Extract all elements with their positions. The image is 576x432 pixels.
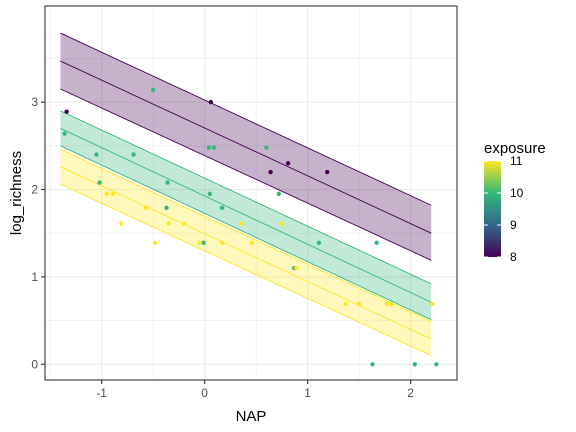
data-point xyxy=(119,221,124,226)
data-point xyxy=(249,240,255,246)
data-point xyxy=(268,169,273,175)
x-tick-label: 1 xyxy=(304,386,311,400)
x-tick-label: 2 xyxy=(407,386,414,400)
lower-line-exposure-10 xyxy=(60,145,432,321)
data-point xyxy=(285,161,291,166)
y-tick-label: 3 xyxy=(31,95,38,109)
data-point xyxy=(201,240,206,246)
data-point xyxy=(150,87,156,93)
y-axis-title: log_richness xyxy=(8,151,25,235)
data-point xyxy=(206,145,211,150)
legend-title: exposure xyxy=(484,140,546,157)
fit-lines xyxy=(60,32,432,356)
y-tick-label: 1 xyxy=(31,270,38,284)
data-point xyxy=(97,180,102,185)
data-point xyxy=(207,191,212,197)
data-point xyxy=(384,301,390,307)
data-point xyxy=(94,152,99,157)
fit-line-exposure-8 xyxy=(60,60,432,234)
legend-break-label: 10 xyxy=(510,186,524,200)
upper-line-exposure-11 xyxy=(60,148,432,322)
data-point xyxy=(143,205,149,211)
data-point xyxy=(412,362,417,367)
x-tick-label: 0 xyxy=(201,386,208,400)
data-point xyxy=(276,191,282,197)
data-point xyxy=(434,362,439,367)
data-point xyxy=(165,180,170,185)
data-point xyxy=(356,301,362,307)
fit-line-exposure-11 xyxy=(60,166,432,340)
data-point xyxy=(164,205,169,211)
x-tick-label: -1 xyxy=(96,386,107,400)
x-axis-title: NAP xyxy=(236,408,267,425)
data-point xyxy=(430,301,435,307)
data-point xyxy=(264,145,269,150)
legend-break-label: 8 xyxy=(510,250,517,264)
legend-ticks: 8 9 10 11 xyxy=(484,154,524,264)
data-point xyxy=(374,240,379,246)
upper-line-exposure-8 xyxy=(60,32,432,206)
data-point xyxy=(316,240,322,246)
data-point xyxy=(388,301,394,307)
data-point xyxy=(110,191,116,197)
legend-break-label: 9 xyxy=(510,218,517,232)
plot-panel-border xyxy=(44,5,458,381)
data-point xyxy=(166,221,171,226)
data-point xyxy=(64,109,69,114)
data-point xyxy=(208,99,214,105)
lower-line-exposure-8 xyxy=(60,88,432,261)
data-point xyxy=(104,191,110,197)
data-point xyxy=(131,152,136,157)
legend: exposure 8 9 10 11 xyxy=(484,140,546,264)
legend-break-label: 11 xyxy=(510,154,523,168)
data-point xyxy=(278,221,284,226)
data-points xyxy=(62,87,439,367)
data-point xyxy=(211,145,217,150)
data-point xyxy=(239,221,244,226)
data-point xyxy=(219,205,225,211)
data-point xyxy=(343,301,348,307)
legend-colorbar xyxy=(484,161,501,257)
data-point xyxy=(153,240,158,246)
data-point xyxy=(181,221,187,226)
data-point xyxy=(294,265,299,271)
grid xyxy=(45,6,457,380)
data-point xyxy=(370,362,375,367)
axis-ticks: -1 0 1 2 0 1 2 3 xyxy=(31,95,414,400)
data-point xyxy=(325,169,330,175)
fit-line-exposure-10 xyxy=(60,127,432,303)
data-point xyxy=(197,240,202,246)
data-point xyxy=(219,240,225,246)
lower-line-exposure-11 xyxy=(60,183,432,356)
data-point xyxy=(62,131,67,136)
y-tick-label: 0 xyxy=(31,357,38,371)
upper-line-exposure-10 xyxy=(60,110,432,285)
y-tick-label: 2 xyxy=(31,183,38,197)
